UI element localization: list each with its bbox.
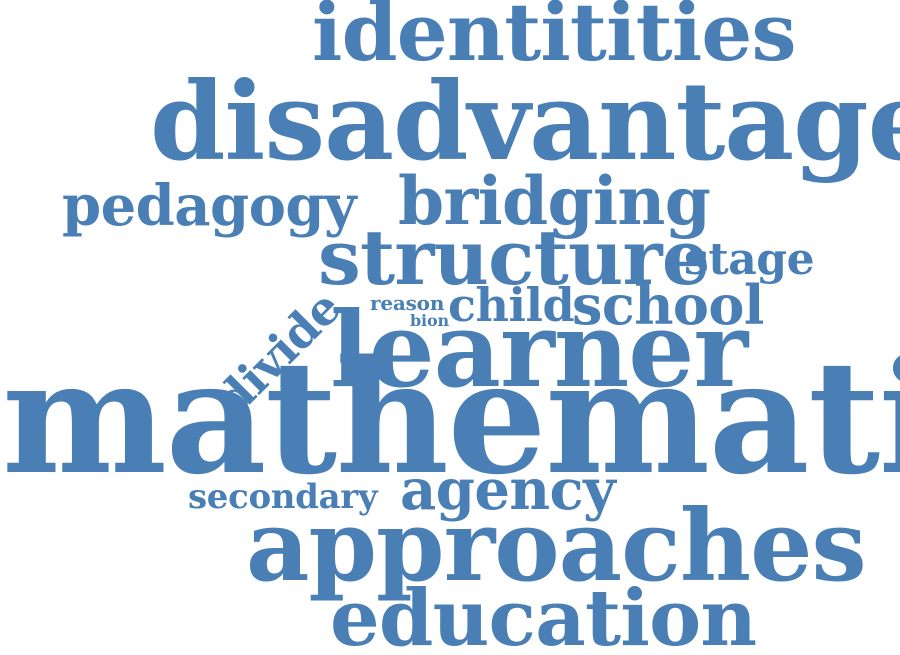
word-agency: agency <box>400 457 616 523</box>
word-reason: reason <box>370 291 445 315</box>
word-approaches: approaches <box>246 489 867 604</box>
word-stage: stage <box>684 234 815 285</box>
word-secondary: secondary <box>188 477 378 517</box>
word-education: education <box>330 573 757 655</box>
word-bion: bion <box>410 311 449 330</box>
word-school: school <box>572 273 764 337</box>
word-learner: learner <box>330 288 748 411</box>
word-mathematic: mathematic <box>2 326 900 509</box>
word-identitities: identitities <box>312 0 797 79</box>
word-pedagogy: pedagogy <box>62 173 357 239</box>
word-child: child <box>448 278 575 332</box>
word-bridging: bridging <box>398 162 711 240</box>
word-disadvantage: disadvantage <box>150 59 900 185</box>
word-structure: structure <box>318 213 710 302</box>
